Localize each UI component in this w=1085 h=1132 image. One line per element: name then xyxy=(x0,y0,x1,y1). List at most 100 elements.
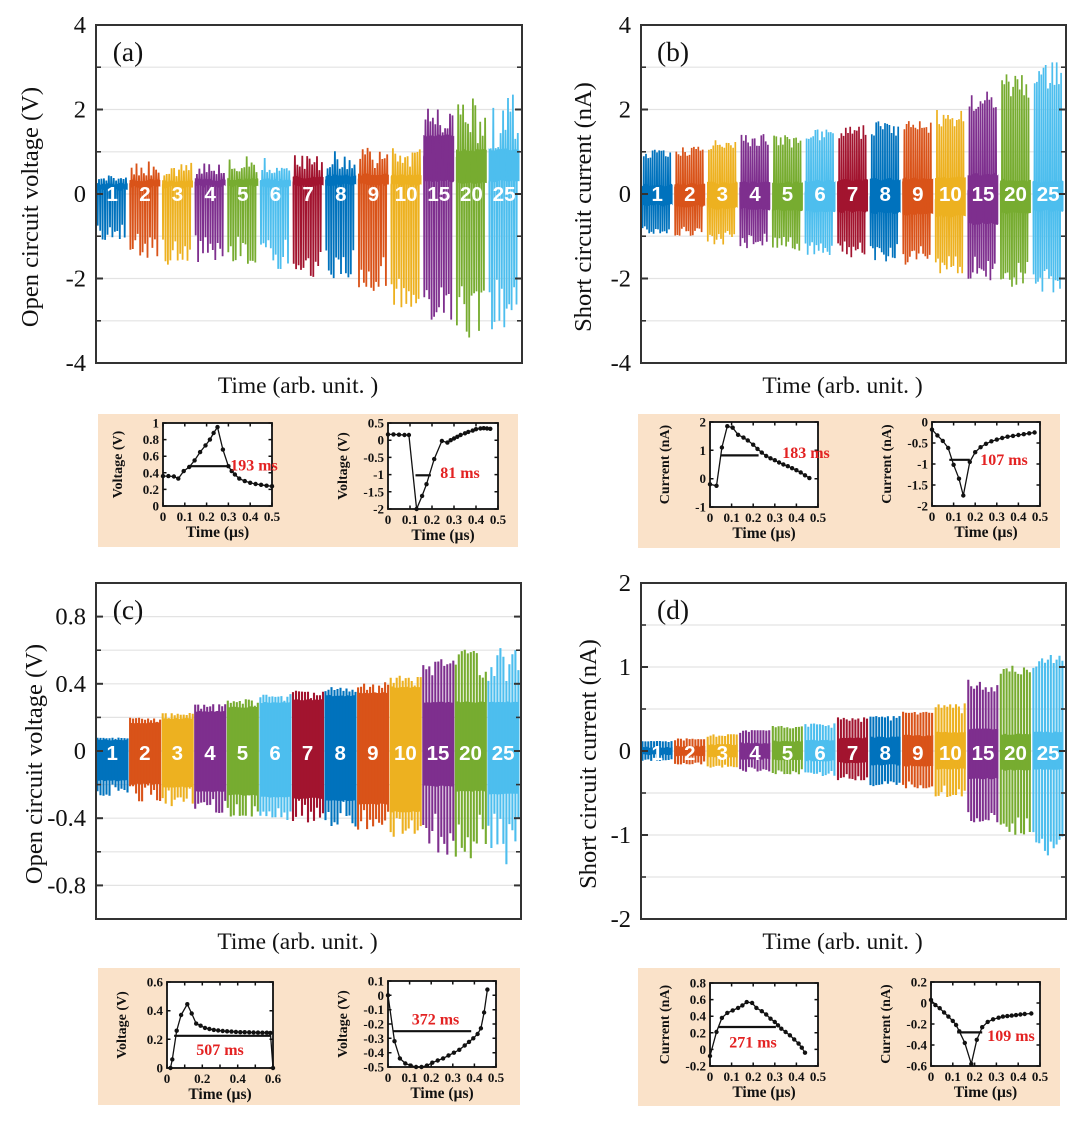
svg-text:2: 2 xyxy=(619,570,631,597)
svg-text:0.8: 0.8 xyxy=(55,604,86,631)
svg-text:9: 9 xyxy=(912,742,923,765)
svg-text:507 ms: 507 ms xyxy=(196,1042,244,1059)
svg-text:4: 4 xyxy=(204,742,216,765)
svg-text:0: 0 xyxy=(385,512,392,527)
svg-text:Voltage (V): Voltage (V) xyxy=(336,990,351,1058)
svg-text:10: 10 xyxy=(394,742,417,765)
svg-text:0: 0 xyxy=(74,738,86,765)
svg-text:-0.2: -0.2 xyxy=(363,1017,384,1032)
svg-text:Time (arb. unit. ): Time (arb. unit. ) xyxy=(217,929,377,955)
svg-text:7: 7 xyxy=(847,742,858,765)
svg-text:-0.3: -0.3 xyxy=(363,1031,384,1046)
svg-text:7: 7 xyxy=(302,742,313,765)
svg-text:Short circuit current (nA): Short circuit current (nA) xyxy=(570,82,597,332)
svg-text:9: 9 xyxy=(368,183,379,206)
svg-text:0.4: 0.4 xyxy=(1010,1069,1027,1084)
svg-text:Voltage (V): Voltage (V) xyxy=(115,991,130,1059)
svg-text:15: 15 xyxy=(427,742,450,765)
svg-text:(a): (a) xyxy=(113,36,144,67)
svg-text:0: 0 xyxy=(378,433,385,448)
svg-text:1: 1 xyxy=(106,183,117,206)
svg-text:0.6: 0.6 xyxy=(143,449,160,464)
svg-text:0.2: 0.2 xyxy=(911,975,927,990)
svg-text:0.2: 0.2 xyxy=(745,510,761,525)
svg-text:-4: -4 xyxy=(611,350,631,377)
svg-text:2: 2 xyxy=(700,415,707,430)
svg-text:81 ms: 81 ms xyxy=(440,465,480,482)
svg-text:1: 1 xyxy=(153,416,160,431)
svg-text:0.4: 0.4 xyxy=(690,1009,707,1024)
svg-text:0: 0 xyxy=(153,499,160,514)
svg-text:Time (arb. unit. ): Time (arb. unit. ) xyxy=(218,373,378,399)
svg-text:0.5: 0.5 xyxy=(1032,1069,1049,1084)
svg-text:-0.8: -0.8 xyxy=(47,872,86,899)
svg-text:-0.4: -0.4 xyxy=(363,1045,384,1060)
svg-text:6: 6 xyxy=(814,183,825,206)
svg-text:Time (µs): Time (µs) xyxy=(411,527,474,544)
svg-text:2: 2 xyxy=(139,183,150,206)
svg-text:25: 25 xyxy=(1037,183,1060,206)
svg-text:0.3: 0.3 xyxy=(220,509,237,524)
svg-text:0.4: 0.4 xyxy=(788,1069,805,1084)
svg-text:0: 0 xyxy=(74,181,86,208)
svg-text:1: 1 xyxy=(651,742,662,765)
svg-text:372 ms: 372 ms xyxy=(412,1012,460,1029)
svg-text:-1.5: -1.5 xyxy=(363,484,384,499)
svg-text:0.3: 0.3 xyxy=(988,1069,1005,1084)
svg-text:0.4: 0.4 xyxy=(468,512,485,527)
svg-text:0.1: 0.1 xyxy=(177,509,193,524)
svg-text:4: 4 xyxy=(619,12,631,39)
svg-text:0.2: 0.2 xyxy=(966,1069,982,1084)
svg-text:0.5: 0.5 xyxy=(490,512,507,527)
svg-text:15: 15 xyxy=(427,183,450,206)
svg-text:4: 4 xyxy=(749,742,761,765)
svg-text:8: 8 xyxy=(879,183,890,206)
svg-text:15: 15 xyxy=(972,742,995,765)
svg-text:25: 25 xyxy=(1037,742,1060,765)
svg-text:5: 5 xyxy=(237,742,248,765)
svg-text:0: 0 xyxy=(700,471,707,486)
svg-text:0.1: 0.1 xyxy=(402,512,418,527)
svg-text:0.2: 0.2 xyxy=(143,482,159,497)
svg-text:0: 0 xyxy=(707,510,714,525)
svg-text:7: 7 xyxy=(847,183,858,206)
svg-text:20: 20 xyxy=(1004,183,1027,206)
svg-text:Current (nA): Current (nA) xyxy=(658,984,673,1064)
svg-text:5: 5 xyxy=(237,183,248,206)
svg-text:-2: -2 xyxy=(373,502,384,517)
svg-text:6: 6 xyxy=(814,742,825,765)
svg-text:8: 8 xyxy=(335,183,346,206)
svg-text:9: 9 xyxy=(912,183,923,206)
svg-text:Voltage (V): Voltage (V) xyxy=(336,432,351,500)
svg-text:Time (arb. unit. ): Time (arb. unit. ) xyxy=(762,373,922,399)
svg-text:8: 8 xyxy=(879,742,890,765)
svg-text:0: 0 xyxy=(707,1069,714,1084)
svg-text:Time (µs): Time (µs) xyxy=(954,1084,1017,1101)
svg-text:0: 0 xyxy=(164,1071,171,1086)
svg-text:0.1: 0.1 xyxy=(723,510,739,525)
svg-text:0: 0 xyxy=(378,988,385,1003)
svg-text:6: 6 xyxy=(270,183,281,206)
svg-text:0.2: 0.2 xyxy=(967,509,983,524)
svg-text:-2: -2 xyxy=(611,906,631,933)
svg-text:Time (µs): Time (µs) xyxy=(186,524,249,541)
svg-text:Open circuit voltage (V): Open circuit voltage (V) xyxy=(17,87,44,327)
svg-text:0.2: 0.2 xyxy=(198,509,214,524)
svg-text:0.4: 0.4 xyxy=(55,671,86,698)
svg-text:2: 2 xyxy=(139,742,150,765)
svg-text:-0.5: -0.5 xyxy=(907,436,928,451)
svg-text:-0.2: -0.2 xyxy=(685,1059,706,1074)
svg-text:Open circuit voltage (V): Open circuit voltage (V) xyxy=(21,644,48,884)
svg-text:-2: -2 xyxy=(611,266,631,293)
svg-text:4: 4 xyxy=(749,183,761,206)
svg-text:Time (µs): Time (µs) xyxy=(732,1084,795,1101)
svg-text:0.2: 0.2 xyxy=(424,512,440,527)
svg-text:1: 1 xyxy=(106,742,117,765)
svg-text:0.1: 0.1 xyxy=(723,1069,739,1084)
svg-text:20: 20 xyxy=(1004,742,1027,765)
svg-text:(b): (b) xyxy=(657,36,689,67)
svg-text:(d): (d) xyxy=(657,594,689,625)
svg-text:0.2: 0.2 xyxy=(147,1032,163,1047)
svg-text:193 ms: 193 ms xyxy=(230,458,278,475)
svg-text:-0.2: -0.2 xyxy=(906,1017,927,1032)
